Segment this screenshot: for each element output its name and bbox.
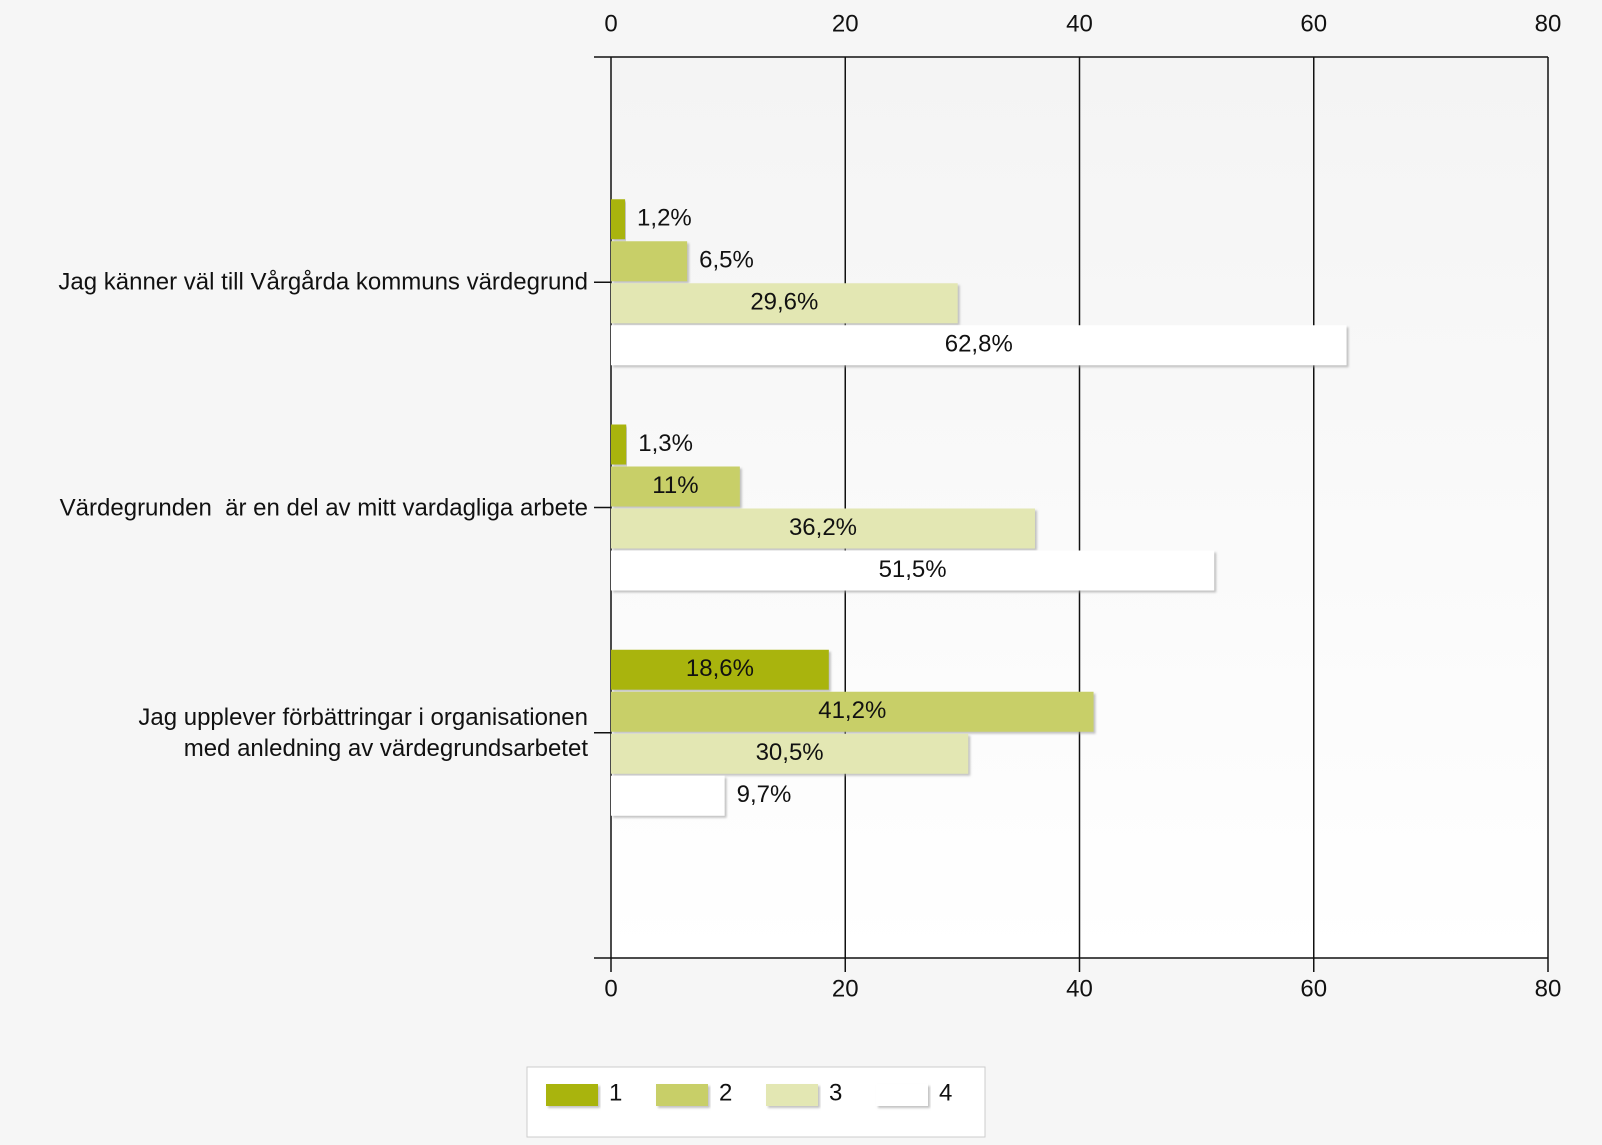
value-label: 41,2% (818, 697, 886, 724)
x-tick-label: 0 (604, 10, 617, 37)
bar (611, 241, 688, 282)
x-tick-label: 40 (1066, 10, 1093, 37)
value-label: 6,5% (699, 247, 754, 274)
value-label: 11% (652, 472, 698, 499)
legend-swatch (656, 1084, 708, 1106)
legend-swatch (766, 1084, 818, 1106)
bar (611, 775, 725, 816)
x-tick-label: 80 (1535, 10, 1562, 37)
legend-label: 2 (719, 1079, 732, 1106)
value-label: 36,2% (789, 514, 857, 541)
legend-swatch (546, 1084, 598, 1106)
x-tick-label: 60 (1300, 975, 1327, 1002)
bar (611, 424, 627, 465)
x-tick-label: 20 (832, 10, 859, 37)
x-tick-label: 80 (1535, 975, 1562, 1002)
value-label: 9,7% (737, 781, 792, 808)
x-tick-label: 0 (604, 975, 617, 1002)
bar (611, 691, 1094, 732)
bar (611, 733, 969, 774)
bar (611, 508, 1035, 549)
x-tick-label: 40 (1066, 975, 1093, 1002)
bar (611, 466, 740, 507)
bar (611, 649, 829, 690)
category-label: Jag känner väl till Vårgårda kommuns vär… (58, 268, 588, 296)
legend-label: 3 (829, 1079, 842, 1106)
bar (611, 199, 626, 240)
value-label: 51,5% (879, 556, 947, 583)
category-label: Jag upplever förbättringar i organisatio… (138, 703, 588, 762)
value-label: 1,2% (637, 205, 692, 232)
legend-swatch (876, 1084, 928, 1106)
x-tick-label: 20 (832, 975, 859, 1002)
value-label: 18,6% (686, 655, 754, 682)
value-label: 62,8% (945, 331, 1013, 358)
bar (611, 550, 1215, 591)
legend-label: 1 (609, 1079, 622, 1106)
bar (611, 283, 958, 324)
category-label: Värdegrunden är en del av mitt vardaglig… (59, 494, 588, 521)
value-label: 30,5% (756, 739, 824, 766)
bar (611, 325, 1347, 366)
value-label: 29,6% (750, 289, 818, 316)
value-label: 1,3% (638, 430, 693, 457)
x-tick-label: 60 (1300, 10, 1327, 37)
legend-label: 4 (939, 1079, 952, 1106)
